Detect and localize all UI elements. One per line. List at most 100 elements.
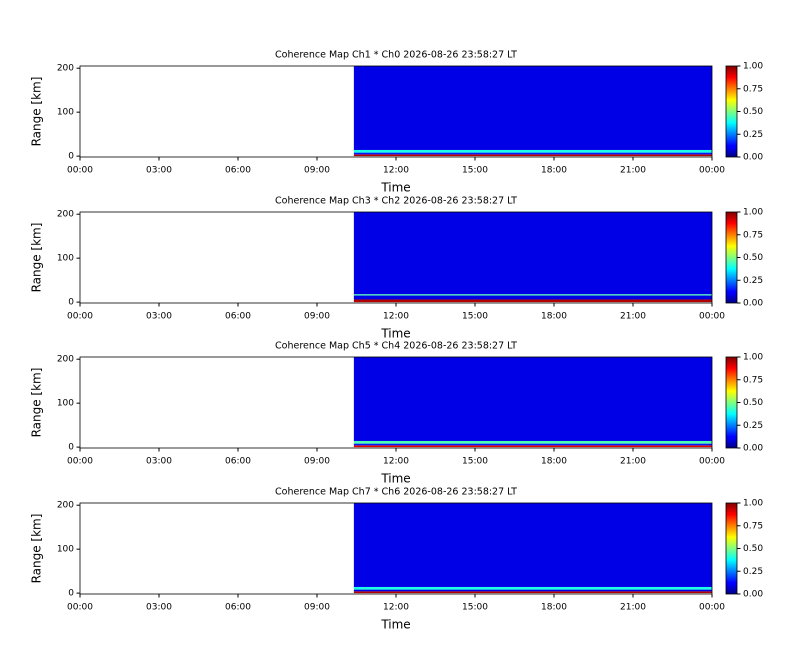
- x-tick-label: 12:00: [383, 457, 409, 467]
- y-tick-label: 200: [57, 64, 74, 74]
- x-tick-label: 03:00: [146, 312, 172, 322]
- colorbar: [725, 502, 738, 595]
- y-tick-label: 0: [68, 298, 74, 308]
- colorbar-tick-label: 0.25: [743, 276, 763, 286]
- x-tick-label: 00:00: [699, 603, 725, 613]
- heatmap-cell: [353, 154, 712, 157]
- colorbar-tick-label: 0.75: [743, 84, 763, 94]
- x-tick-label: 09:00: [304, 166, 330, 176]
- x-tick-label: 18:00: [541, 166, 567, 176]
- colorbar-tick-label: 0.50: [743, 107, 763, 117]
- heatmap-cell: [353, 589, 712, 592]
- heatmap-cell: [353, 66, 712, 150]
- heatmap-cell: [353, 443, 712, 446]
- x-tick-label: 03:00: [146, 603, 172, 613]
- colorbar-tick-label: 1.00: [743, 499, 763, 509]
- x-axis-label: Time: [380, 618, 410, 632]
- colorbar-tick-label: 0.00: [743, 153, 763, 163]
- colorbar-tick-label: 0.75: [743, 230, 763, 240]
- x-tick-label: 00:00: [67, 166, 93, 176]
- x-tick-label: 00:00: [67, 603, 93, 613]
- colorbar: [725, 65, 738, 158]
- heatmap-cell: [353, 152, 712, 155]
- x-tick-label: 15:00: [462, 166, 488, 176]
- y-axis-label: Range [km]: [30, 77, 44, 147]
- colorbar-tick-label: 0.00: [743, 590, 763, 600]
- x-tick-label: 12:00: [383, 166, 409, 176]
- y-axis-label: Range [km]: [30, 368, 44, 438]
- x-tick-label: 03:00: [146, 457, 172, 467]
- x-tick-label: 12:00: [383, 312, 409, 322]
- colorbar-tick-label: 0.25: [743, 567, 763, 577]
- colorbar-tick-label: 0.25: [743, 421, 763, 431]
- x-tick-label: 06:00: [225, 603, 251, 613]
- y-tick-label: 100: [57, 108, 74, 118]
- colorbar-tick-label: 0.25: [743, 130, 763, 140]
- x-tick-label: 15:00: [462, 312, 488, 322]
- x-tick-label: 15:00: [462, 603, 488, 613]
- heatmap-cell: [353, 445, 712, 448]
- x-tick-label: 21:00: [620, 166, 646, 176]
- y-tick-label: 200: [57, 210, 74, 220]
- heatmap-cell: [353, 149, 712, 153]
- x-tick-label: 06:00: [225, 457, 251, 467]
- x-tick-label: 03:00: [146, 166, 172, 176]
- x-tick-label: 09:00: [304, 312, 330, 322]
- x-tick-label: 06:00: [225, 312, 251, 322]
- y-tick-label: 100: [57, 399, 74, 409]
- y-tick-label: 0: [68, 589, 74, 599]
- x-tick-label: 18:00: [541, 603, 567, 613]
- colorbar-tick-label: 1.00: [743, 62, 763, 72]
- x-tick-label: 18:00: [541, 312, 567, 322]
- chart-title: Coherence Map Ch1 * Ch0 2026-08-26 23:58…: [275, 50, 517, 61]
- y-axis-label: Range [km]: [30, 514, 44, 584]
- x-axis-label: Time: [380, 327, 410, 341]
- heatmap-cell: [353, 440, 712, 444]
- y-tick-label: 200: [57, 501, 74, 511]
- heatmap-cell: [353, 295, 712, 300]
- x-tick-label: 12:00: [383, 603, 409, 613]
- y-tick-label: 0: [68, 152, 74, 162]
- x-tick-label: 00:00: [699, 457, 725, 467]
- x-tick-label: 06:00: [225, 166, 251, 176]
- y-axis-label: Range [km]: [30, 223, 44, 293]
- heatmap-cell: [353, 591, 712, 594]
- y-tick-label: 100: [57, 254, 74, 264]
- chart-title: Coherence Map Ch7 * Ch6 2026-08-26 23:58…: [275, 487, 517, 498]
- colorbar-tick-label: 0.50: [743, 398, 763, 408]
- heatmap-cell: [353, 503, 712, 587]
- colorbar-tick-label: 0.75: [743, 521, 763, 531]
- colorbar-tick-label: 1.00: [743, 353, 763, 363]
- colorbar: [725, 211, 738, 304]
- y-tick-label: 200: [57, 355, 74, 365]
- x-tick-label: 00:00: [67, 457, 93, 467]
- x-axis-label: Time: [380, 472, 410, 486]
- x-tick-label: 21:00: [620, 457, 646, 467]
- x-tick-label: 21:00: [620, 312, 646, 322]
- heatmap-cell: [353, 212, 712, 295]
- x-tick-label: 09:00: [304, 457, 330, 467]
- colorbar: [725, 356, 738, 449]
- colorbar-tick-label: 0.50: [743, 544, 763, 554]
- chart-title: Coherence Map Ch3 * Ch2 2026-08-26 23:58…: [275, 196, 517, 207]
- x-tick-label: 00:00: [699, 312, 725, 322]
- chart-title: Coherence Map Ch5 * Ch4 2026-08-26 23:58…: [275, 341, 517, 352]
- colorbar-tick-label: 0.75: [743, 375, 763, 385]
- x-axis-label: Time: [380, 181, 410, 195]
- heatmap-cell: [353, 586, 712, 590]
- x-tick-label: 09:00: [304, 603, 330, 613]
- x-tick-label: 21:00: [620, 603, 646, 613]
- heatmap-cell: [353, 299, 712, 303]
- heatmap-cell: [353, 294, 712, 296]
- colorbar-tick-label: 0.50: [743, 253, 763, 263]
- x-tick-label: 18:00: [541, 457, 567, 467]
- x-tick-label: 00:00: [699, 166, 725, 176]
- x-tick-label: 00:00: [67, 312, 93, 322]
- x-tick-label: 15:00: [462, 457, 488, 467]
- y-tick-label: 0: [68, 443, 74, 453]
- colorbar-tick-label: 1.00: [743, 208, 763, 218]
- colorbar-tick-label: 0.00: [743, 444, 763, 454]
- heatmap-cell: [353, 357, 712, 441]
- y-tick-label: 100: [57, 545, 74, 555]
